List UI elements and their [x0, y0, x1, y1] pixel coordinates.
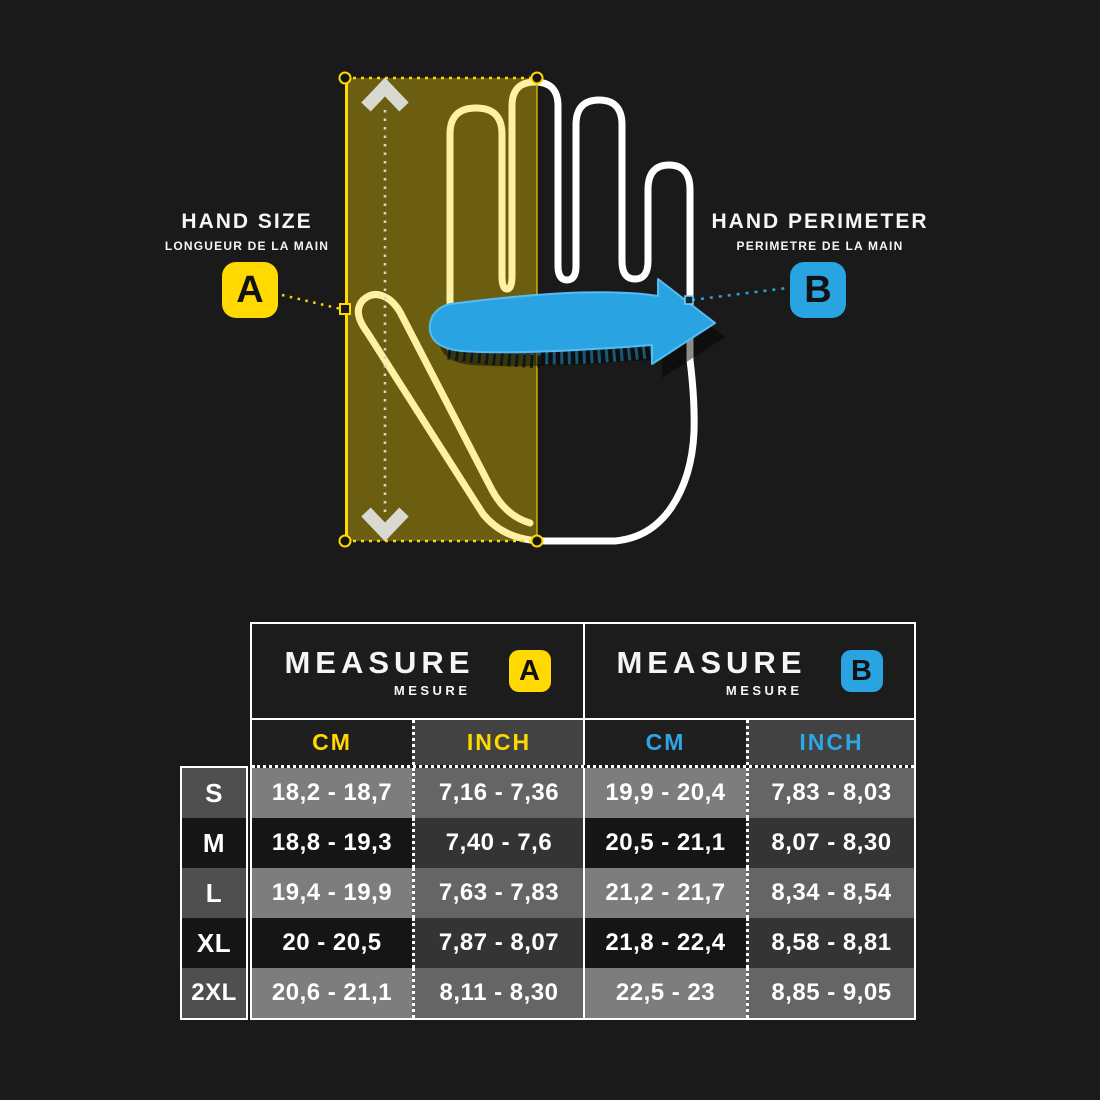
cell-b-inch: 8,07 - 8,30	[746, 818, 914, 868]
cell-b-inch: 7,83 - 8,03	[746, 768, 914, 818]
size-label: M	[182, 818, 246, 868]
cell-a-inch: 7,40 - 7,6	[412, 818, 583, 868]
cell-b-inch: 8,58 - 8,81	[746, 918, 914, 968]
measure-a-title: MEASURE	[284, 644, 475, 680]
cell-b-inch: 8,85 - 9,05	[746, 968, 914, 1018]
cell-a-cm: 20,6 - 21,1	[252, 968, 412, 1018]
size-table: MEASURE MESURE A MEASURE MESURE B CM INC…	[250, 622, 916, 1020]
measure-header-row: MEASURE MESURE A MEASURE MESURE B	[252, 624, 914, 720]
unit-header-row: CM INCH CM INCH	[252, 720, 914, 768]
hand-measurement-diagram	[281, 71, 788, 548]
width-arrow-icon	[428, 278, 725, 378]
cell-a-cm: 18,2 - 18,7	[252, 768, 412, 818]
cell-a-cm: 19,4 - 19,9	[252, 868, 412, 918]
measure-a-subtitle: MESURE	[393, 682, 471, 698]
measure-b-header: MEASURE MESURE B	[583, 624, 914, 718]
cell-b-inch: 8,34 - 8,54	[746, 868, 914, 918]
table-row: 19,4 - 19,9 7,63 - 7,83 21,2 - 21,7 8,34…	[252, 868, 914, 918]
connector-b	[684, 286, 788, 305]
unit-header-inch-b: INCH	[746, 720, 914, 765]
hand-perimeter-subtitle: PERIMETRE DE LA MAIN	[736, 239, 904, 253]
table-row: 18,8 - 19,3 7,40 - 7,6 20,5 - 21,1 8,07 …	[252, 818, 914, 868]
perimeter-hatch-marks	[447, 343, 663, 365]
hand-size-label: HAND SIZE LONGUEUR DE LA MAIN	[117, 210, 377, 253]
cell-b-cm: 20,5 - 21,1	[583, 818, 746, 868]
table-row: 20,6 - 21,1 8,11 - 8,30 22,5 - 23 8,85 -…	[252, 968, 914, 1018]
connector-a	[281, 293, 351, 315]
measure-b-title: MEASURE	[616, 644, 807, 680]
cell-a-cm: 18,8 - 19,3	[252, 818, 412, 868]
badge-b-icon: B	[790, 262, 846, 318]
cell-a-inch: 7,87 - 8,07	[412, 918, 583, 968]
hand-size-subtitle: LONGUEUR DE LA MAIN	[164, 239, 330, 253]
measure-a-header: MEASURE MESURE A	[252, 624, 583, 718]
unit-header-cm-b: CM	[583, 720, 746, 765]
badge-a-icon: A	[508, 650, 551, 692]
hand-perimeter-title: HAND PERIMETER	[711, 210, 929, 233]
size-label: 2XL	[182, 968, 246, 1018]
hand-perimeter-label: HAND PERIMETER PERIMETRE DE LA MAIN	[690, 210, 950, 253]
cell-a-inch: 7,16 - 7,36	[412, 768, 583, 818]
measure-b-subtitle: MESURE	[725, 682, 803, 698]
cell-b-cm: 21,8 - 22,4	[583, 918, 746, 968]
hand-size-title: HAND SIZE	[181, 210, 313, 233]
table-row: 20 - 20,5 7,87 - 8,07 21,8 - 22,4 8,58 -…	[252, 918, 914, 968]
cell-b-cm: 22,5 - 23	[583, 968, 746, 1018]
cell-b-cm: 19,9 - 20,4	[583, 768, 746, 818]
cell-b-cm: 21,2 - 21,7	[583, 868, 746, 918]
badge-b-icon: B	[840, 650, 883, 692]
cell-a-inch: 8,11 - 8,30	[412, 968, 583, 1018]
table-row: 18,2 - 18,7 7,16 - 7,36 19,9 - 20,4 7,83…	[252, 768, 914, 818]
size-label-column: S M L XL 2XL	[180, 766, 248, 1020]
size-label: S	[182, 768, 246, 818]
zone-corner-markers	[338, 71, 544, 548]
unit-header-inch-a: INCH	[412, 720, 583, 765]
unit-header-cm-a: CM	[252, 720, 412, 765]
hand-outline-icon	[354, 78, 698, 545]
cell-a-cm: 20 - 20,5	[252, 918, 412, 968]
length-arrow-icon	[361, 77, 409, 542]
cell-a-inch: 7,63 - 7,83	[412, 868, 583, 918]
badge-a-icon: A	[222, 262, 278, 318]
size-label: L	[182, 868, 246, 918]
perimeter-hatch-marks-shaded	[447, 346, 543, 369]
size-label: XL	[182, 918, 246, 968]
